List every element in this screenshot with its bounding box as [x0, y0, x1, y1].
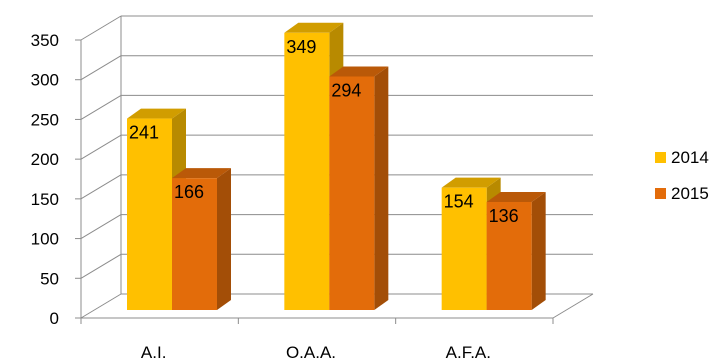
legend-swatch	[655, 152, 666, 163]
bar-top	[329, 66, 389, 77]
bar-2015-O.A.A.	[329, 76, 375, 310]
gridline-side	[80, 134, 122, 160]
gridline-side	[80, 214, 122, 240]
data-label: 349	[286, 37, 316, 57]
y-tick-label: 100	[31, 230, 59, 249]
y-tick-label: 250	[31, 110, 59, 129]
data-label: 154	[444, 192, 474, 212]
x-category-label: A.F.A.	[446, 343, 491, 362]
x-category-label: O.A.A.	[286, 343, 336, 362]
y-tick-label: 150	[31, 190, 59, 209]
bar-2015-A.F.A.	[486, 201, 532, 310]
bar-top	[284, 22, 344, 33]
y-tick-label: 350	[31, 31, 59, 50]
gridline-side	[80, 55, 122, 81]
legend-label: 2015	[671, 184, 709, 203]
bar-2014-A.F.A.	[441, 187, 487, 310]
bar-side	[217, 168, 231, 310]
bar-top	[441, 177, 501, 188]
y-tick-label: 50	[40, 269, 59, 288]
bar-2014-A.I.	[127, 118, 172, 310]
y-tick-label: 300	[31, 71, 59, 90]
bar-top	[127, 108, 186, 119]
bar-top	[486, 191, 546, 202]
gridline-side	[80, 15, 122, 41]
data-label: 294	[331, 80, 361, 100]
gridline-side	[80, 174, 122, 200]
bar-side	[531, 191, 546, 310]
data-label: 166	[174, 182, 204, 202]
floor-right-edge	[552, 293, 594, 319]
gridline-side	[80, 253, 122, 279]
bar-2014-O.A.A.	[284, 32, 330, 311]
legend-label: 2014	[671, 148, 709, 167]
data-label: 136	[489, 206, 519, 226]
gridline-side	[80, 293, 122, 319]
bar-top	[172, 168, 231, 179]
gridline-side	[80, 94, 122, 120]
y-tick-label: 200	[31, 150, 59, 169]
legend-swatch	[655, 188, 666, 199]
x-category-label: A.I.	[141, 343, 167, 362]
bar-side	[374, 66, 389, 310]
data-label: 241	[129, 123, 159, 143]
bar-2015-A.I.	[172, 178, 217, 310]
y-tick-label: 0	[50, 309, 59, 328]
